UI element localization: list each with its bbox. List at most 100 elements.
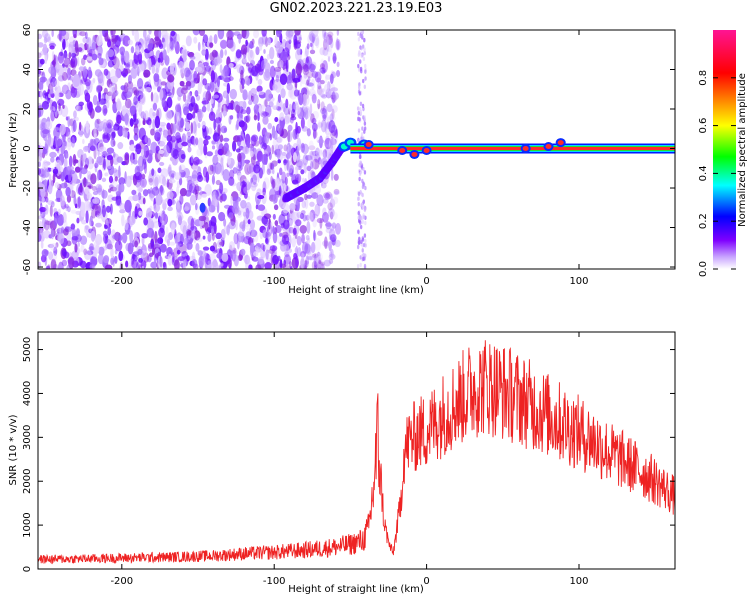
noise-speckle (150, 55, 157, 65)
noise-speckle (127, 242, 134, 255)
noise-speckle (38, 42, 44, 48)
noise-speckle (243, 236, 251, 245)
noise-speckle (187, 51, 195, 58)
noise-speckle (314, 184, 322, 195)
noise-speckle (60, 171, 65, 182)
noise-speckle (267, 232, 271, 238)
noise-speckle (280, 50, 288, 62)
noise-speckle (194, 90, 199, 97)
noise-speckle (289, 202, 296, 211)
noise-speckle (175, 103, 181, 113)
noise-speckle (165, 34, 169, 48)
noise-speckle (159, 243, 167, 253)
noise-speckle (261, 215, 269, 225)
noise-speckle (67, 63, 72, 76)
noise-speckle (160, 81, 167, 86)
noise-speckle (312, 70, 317, 80)
noise-stripe-speckle (361, 126, 364, 131)
noise-speckle (142, 146, 149, 152)
noise-speckle (50, 89, 54, 95)
noise-speckle (215, 248, 223, 254)
noise-speckle (194, 185, 202, 192)
noise-speckle (262, 229, 268, 239)
noise-speckle (56, 138, 63, 148)
noise-speckle (324, 192, 331, 201)
noise-speckle (164, 234, 171, 244)
noise-speckle (108, 175, 114, 184)
noise-speckle (153, 257, 157, 269)
noise-speckle (104, 32, 109, 42)
noise-speckle (327, 202, 333, 211)
noise-speckle (317, 204, 321, 215)
carrier-bulge-core (545, 144, 552, 150)
noise-speckle (281, 151, 287, 157)
noise-speckle (43, 250, 49, 255)
noise-speckle (159, 256, 163, 268)
noise-stripe-speckle (361, 248, 364, 253)
noise-speckle (137, 44, 143, 55)
noise-speckle (311, 122, 318, 132)
noise-speckle (240, 248, 246, 256)
noise-speckle (114, 83, 118, 93)
noise-speckle (292, 128, 298, 140)
noise-speckle (188, 94, 192, 100)
noise-speckle (43, 219, 50, 231)
noise-speckle (268, 227, 272, 240)
noise-speckle (131, 259, 138, 269)
noise-speckle (102, 134, 110, 144)
noise-speckle (309, 201, 315, 207)
noise-speckle (327, 55, 331, 62)
noise-speckle (102, 122, 108, 134)
noise-speckle (98, 98, 106, 105)
noise-speckle (295, 62, 303, 76)
noise-stripe-speckle (361, 178, 364, 184)
noise-speckle (281, 171, 287, 184)
noise-speckle (89, 46, 93, 58)
noise-speckle (272, 180, 276, 189)
isolated-blob (199, 202, 206, 213)
y-tick-label: 4000 (22, 381, 33, 406)
noise-speckle (220, 156, 224, 168)
noise-speckle (293, 34, 298, 46)
noise-speckle (141, 45, 144, 54)
noise-stripe-speckle (357, 191, 361, 197)
noise-speckle (223, 127, 227, 133)
noise-speckle (111, 196, 119, 201)
noise-speckle (282, 203, 290, 214)
noise-speckle (276, 149, 281, 160)
noise-speckle (286, 157, 289, 171)
spectrogram-heatmap (38, 30, 675, 269)
noise-speckle (226, 93, 230, 107)
noise-speckle (311, 241, 316, 253)
noise-speckle (194, 193, 202, 200)
noise-speckle (50, 258, 57, 269)
noise-speckle (325, 132, 331, 138)
noise-speckle (132, 159, 138, 165)
noise-stripe-speckle (357, 37, 361, 42)
noise-speckle (296, 235, 302, 246)
noise-speckle (142, 197, 146, 205)
noise-speckle (98, 57, 104, 66)
noise-speckle (248, 99, 253, 106)
noise-speckle (56, 227, 64, 234)
noise-stripe-speckle (360, 132, 364, 137)
noise-speckle (154, 242, 161, 248)
noise-speckle (102, 204, 107, 218)
noise-speckle (185, 35, 192, 47)
noise-speckle (134, 151, 138, 162)
noise-speckle (269, 46, 275, 60)
noise-speckle (140, 93, 146, 106)
noise-speckle (218, 264, 222, 269)
noise-speckle (204, 135, 211, 140)
noise-speckle (162, 49, 167, 61)
noise-speckle (304, 259, 308, 269)
noise-speckle (63, 157, 68, 169)
noise-speckle (256, 150, 264, 163)
noise-speckle (333, 129, 338, 138)
y-tick-label: 60 (22, 24, 33, 37)
noise-speckle (241, 183, 248, 196)
noise-speckle (38, 148, 43, 162)
noise-speckle (74, 166, 81, 173)
noise-speckle (52, 140, 57, 149)
